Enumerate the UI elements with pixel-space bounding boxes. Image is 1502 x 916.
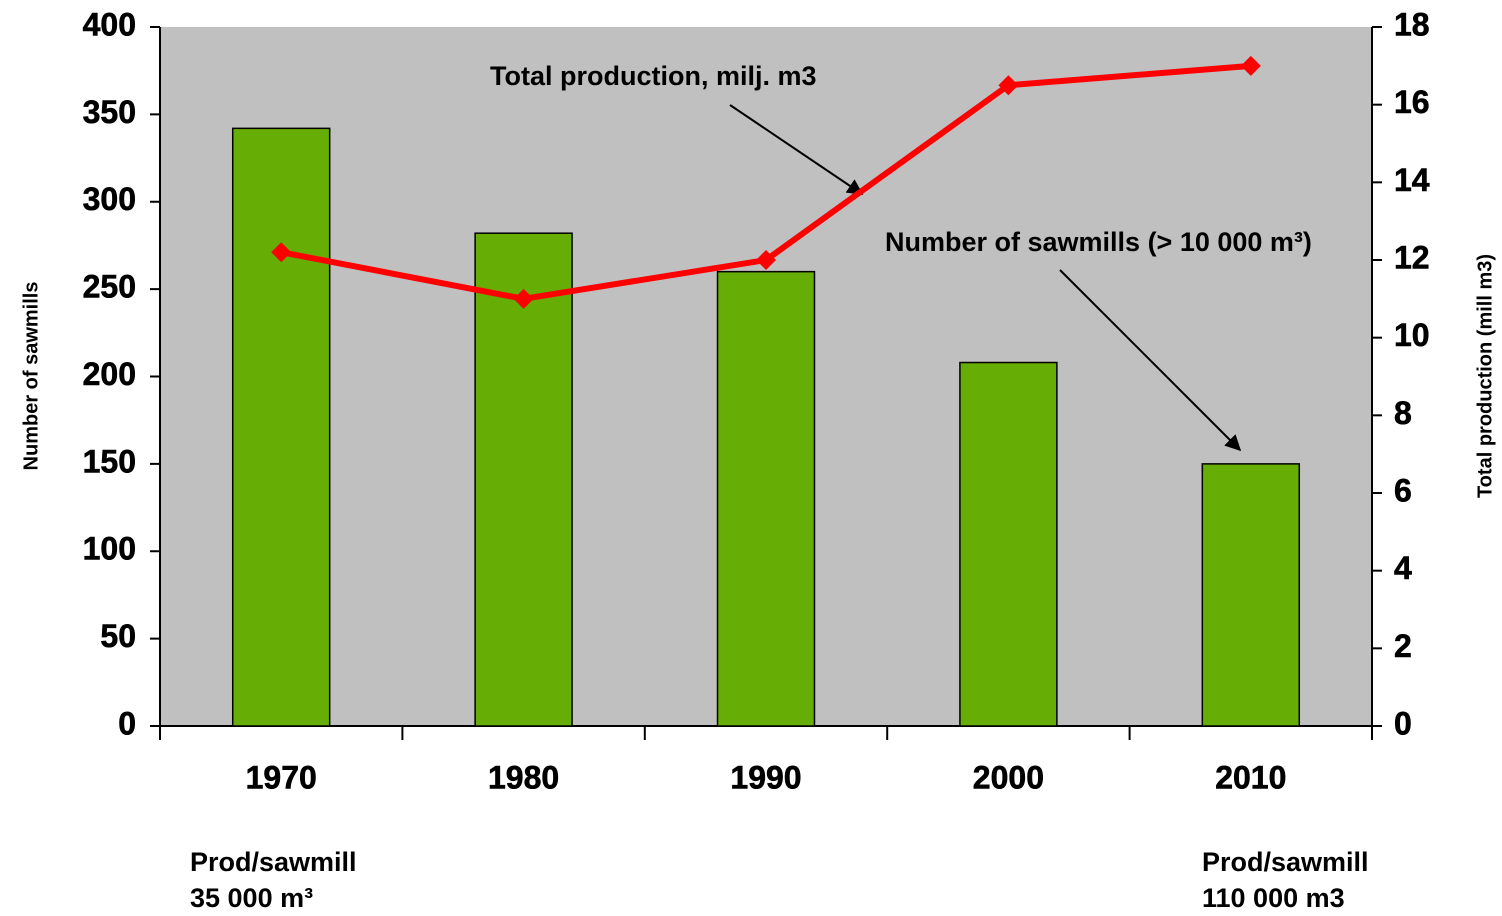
y-tick-label: 150 (83, 443, 136, 479)
y-tick-label: 200 (83, 356, 136, 392)
y2-axis-title: Total production (mill m3) (1474, 254, 1496, 498)
footnote: Prod/sawmill 110 000 m3 (1202, 844, 1369, 916)
x-tick-label: 1990 (730, 759, 801, 795)
y2-tick-label: 14 (1394, 162, 1430, 198)
marker (1240, 55, 1261, 76)
footnote-line: Prod/sawmill (190, 847, 357, 877)
y-tick-label: 300 (83, 181, 136, 217)
marker (271, 242, 292, 263)
arrow (729, 104, 864, 195)
annotation: Total production, milj. m3 (490, 61, 817, 91)
y-axis-title: Number of sawmills (20, 282, 42, 471)
footnote: Prod/sawmill 35 000 m³ (190, 844, 357, 916)
x-tick-label: 1970 (246, 759, 317, 795)
y2-tick-label: 6 (1394, 472, 1412, 508)
y-tick-label: 250 (83, 269, 136, 305)
annotation: Number of sawmills (> 10 000 m³) (885, 227, 1312, 257)
bar (716, 270, 816, 727)
marker (756, 250, 776, 270)
y2-tick-label: 10 (1394, 317, 1430, 353)
y-tick-label: 400 (83, 6, 136, 42)
y2-tick-label: 16 (1394, 84, 1430, 120)
x-tick-label: 1980 (488, 759, 559, 795)
x-tick-label: 2010 (1215, 759, 1286, 795)
marker (998, 75, 1019, 96)
y2-tick-label: 12 (1394, 239, 1430, 275)
bar (1201, 463, 1301, 727)
y-tick-label: 100 (83, 531, 136, 567)
x-tick-label: 2000 (973, 759, 1044, 795)
y2-tick-label: 2 (1394, 628, 1412, 664)
y2-tick-label: 0 (1394, 705, 1412, 741)
bar (231, 127, 331, 727)
y-tick-label: 50 (100, 618, 136, 654)
marker (513, 288, 534, 309)
y-tick-label: 350 (83, 94, 136, 130)
y-tick-label: 0 (118, 705, 136, 741)
bar (959, 361, 1058, 727)
y2-tick-label: 18 (1394, 6, 1430, 42)
bar (474, 232, 573, 727)
y2-tick-label: 8 (1394, 395, 1412, 431)
y2-tick-label: 4 (1394, 550, 1412, 586)
footnote-line: 35 000 m³ (190, 883, 314, 913)
footnote-line: 110 000 m3 (1202, 883, 1345, 913)
footnote-line: Prod/sawmill (1202, 847, 1369, 877)
arrow (1059, 269, 1242, 452)
